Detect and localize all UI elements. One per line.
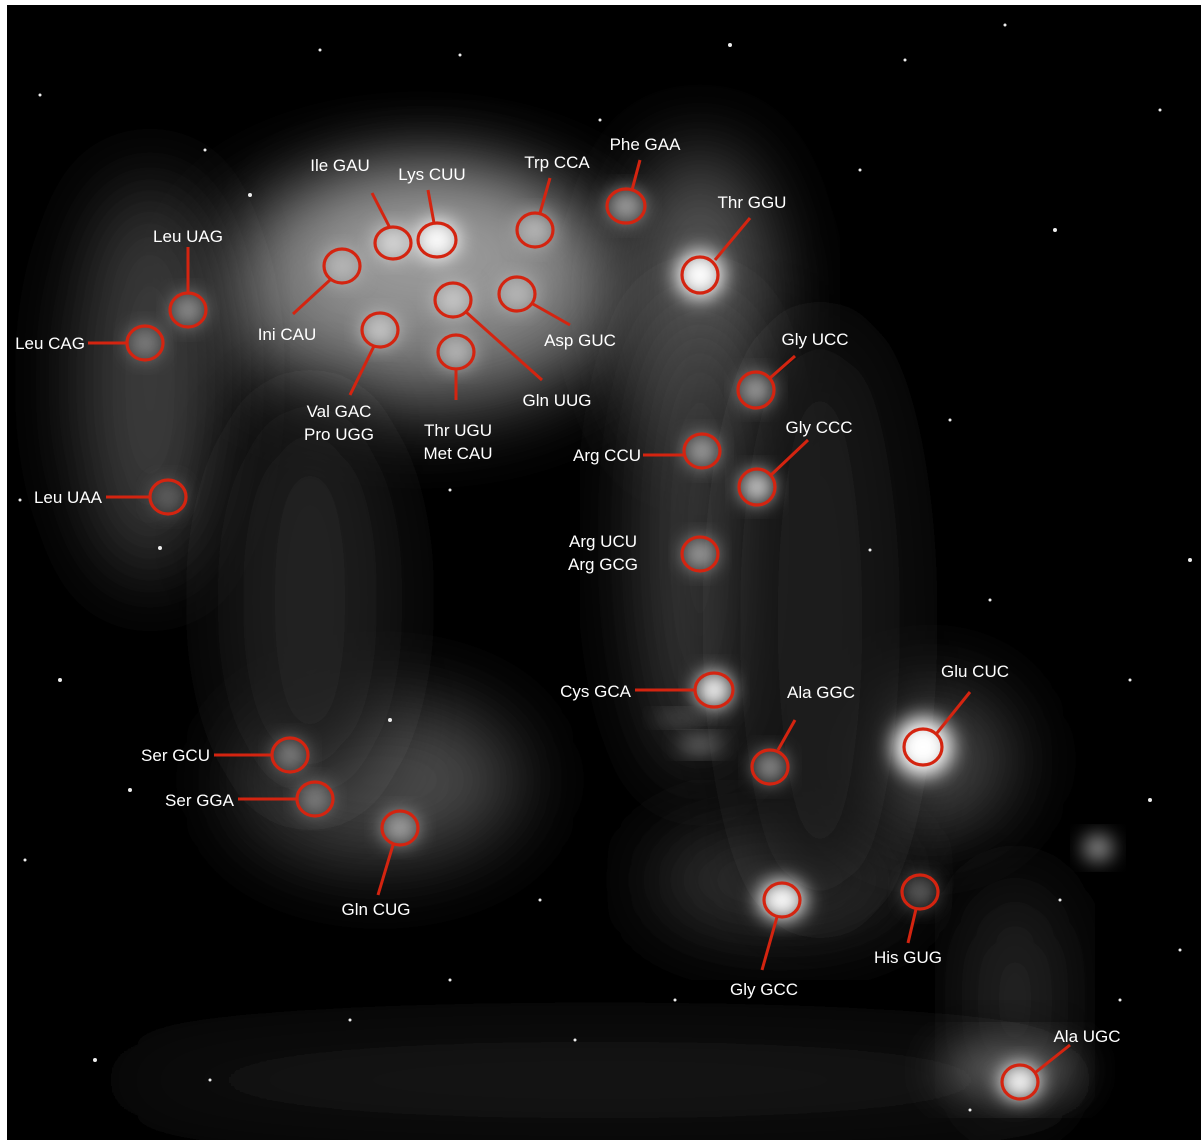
spot-marker-circle [736,370,776,410]
spot-leader-line [906,908,918,944]
spot-annotation-asp-guc: Asp GUC [497,275,616,350]
spot-label: Pro UGG [304,425,374,444]
spot-leader-line [769,438,810,477]
spot-label: Gln CUG [342,900,411,919]
spot-marker-circle [497,275,537,313]
spot-leader-line [769,354,796,380]
spot-label: Val GAC [307,402,372,421]
spot-label: Thr GGU [718,193,787,212]
spot-annotation-gly-ucc: Gly UCC [736,330,849,410]
spot-annotation-ser-gcu: Ser GCU [141,736,310,774]
spot-label: Gly UCC [781,330,848,349]
gel-image: Ile GAU Lys CUU Trp CCA Phe GAA Thr GGU Leu U… [7,5,1201,1140]
spot-label: Ser GGA [165,791,235,810]
spot-marker-circle [680,535,720,573]
spot-annotation-trp-cca: Trp CCA [515,153,590,249]
spot-leader-line [348,345,376,396]
spot-annotation-thr-ugu: Thr UGU Met CAU [424,333,493,463]
gel-smear-layer [80,150,1100,1120]
spot-annotation-thr-ggu: Thr GGU [680,193,787,295]
spot-label: Ser GCU [141,746,210,765]
spot-label: Ile GAU [310,156,370,175]
spot-label: Leu CAG [15,334,85,353]
spot-leader-line [1035,1043,1071,1074]
gel-speckle-layer [18,23,1192,1112]
spot-label: Glu CUC [941,662,1009,681]
spot-marker-circle [762,881,802,919]
spot-annotation-arg-ccu: Arg CCU [573,432,722,470]
spot-annotation-gln-cug: Gln CUG [342,809,420,919]
spot-marker-circle [322,247,362,285]
spot-marker-circle [680,255,720,295]
spot-annotation-arg-ucu: Arg UCU Arg GCG [568,532,720,574]
spot-annotation-ala-ugc: Ala UGC [1000,1027,1121,1101]
spot-label: Leu UAG [153,227,223,246]
spot-annotation-ile-gau: Ile GAU [310,156,413,261]
spot-label: Met CAU [424,444,493,463]
spot-leader-line [630,159,642,191]
spot-label: His GUG [874,948,942,967]
spot-annotation-ala-ggc: Ala GGC [750,683,855,786]
spot-annotation-leu-cag: Leu CAG [15,324,165,362]
spot-marker-circle [433,281,473,319]
spot-label: Leu UAA [34,488,103,507]
spot-label: Ala GGC [787,683,855,702]
spot-label: Arg CCU [573,446,641,465]
spot-leader-line [776,719,797,751]
spot-annotation-ser-gga: Ser GGA [165,780,335,818]
spot-annotation-glu-cuc: Glu CUC [902,662,1009,767]
spot-marker-circle [416,221,458,259]
spot-label: Arg UCU [569,532,637,551]
spot-marker-circle [380,809,420,847]
spot-annotation-gly-ccc: Gly CCC [737,418,853,507]
spot-marker-circle [605,187,647,225]
gel-spot-layer [129,190,1112,1100]
spot-annotation-val-gac: Val GAC Pro UGG [304,311,400,444]
spot-leader-line [291,278,332,316]
spot-label: Thr UGU [424,421,492,440]
spot-leader-line [464,310,544,382]
spot-label: Lys CUU [398,165,465,184]
spot-label: Gly CCC [785,418,852,437]
spot-annotation-phe-gaa: Phe GAA [605,135,682,225]
spot-marker-circle [682,432,722,470]
spot-marker-circle [750,748,790,786]
spot-annotation-gly-gcc: Gly GCC [730,881,802,999]
spot-label: Ala UGC [1053,1027,1120,1046]
spot-leader-line [376,844,395,896]
spot-marker-circle [737,467,777,507]
spot-label: Cys GCA [560,682,632,701]
spot-label: Trp CCA [524,153,590,172]
spot-marker-circle [373,225,413,261]
spot-label: Gly GCC [730,980,798,999]
spot-annotation-ini-cau: Ini CAU [258,247,362,344]
spot-marker-circle [902,727,944,767]
spot-marker-circle [360,311,400,349]
spot-annotation-lys-cuu: Lys CUU [398,165,466,259]
spot-leader-line [935,691,972,734]
spot-leader-line [426,189,436,224]
spot-label: Phe GAA [610,135,682,154]
spot-marker-circle [900,873,940,911]
spot-annotation-leu-uaa: Leu UAA [34,478,188,516]
spot-leader-line [760,916,779,971]
spot-label: Ini CAU [258,325,317,344]
spot-label: Gln UUG [523,391,592,410]
spot-annotation-leu-uag: Leu UAG [153,227,223,329]
spot-leader-line [370,192,392,229]
spot-marker-circle [1000,1063,1040,1101]
spot-marker-circle [515,211,555,249]
spot-annotation-his-gug: His GUG [874,873,942,967]
spot-label: Arg GCG [568,555,638,574]
spot-leader-line [532,302,571,327]
spot-annotation-cys-gca: Cys GCA [560,671,735,709]
spot-annotation-layer: Ile GAU Lys CUU Trp CCA Phe GAA Thr GGU Leu U… [15,135,1121,1101]
spot-label: Asp GUC [544,331,616,350]
spot-leader-line [538,177,552,214]
spot-leader-line [713,217,752,261]
spot-annotation-gln-uug: Gln UUG [433,281,592,410]
